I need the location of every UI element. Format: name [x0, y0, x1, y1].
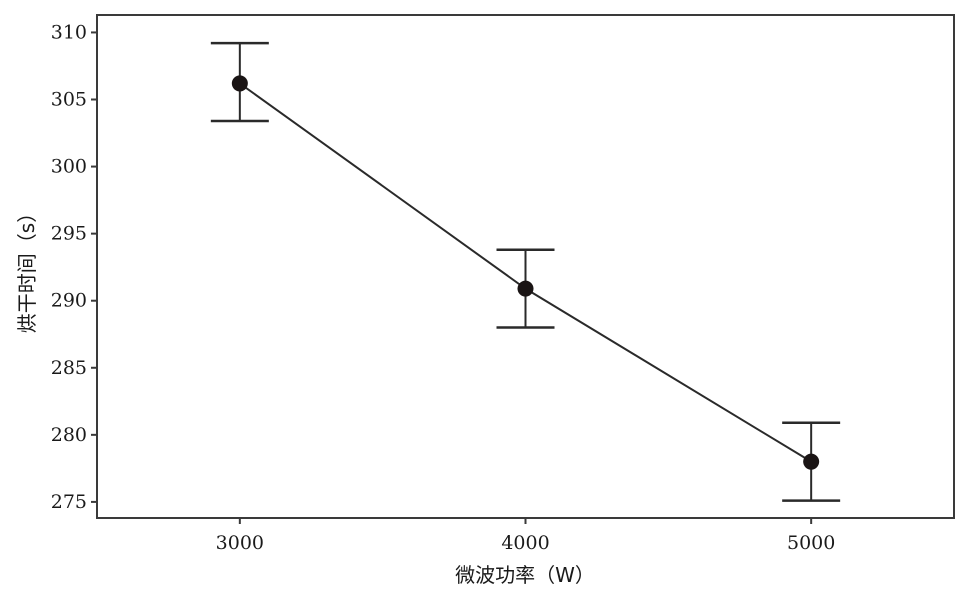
x-axis-title: 微波功率（W）: [455, 563, 595, 587]
x-axis: 3000 4000 5000: [216, 518, 835, 554]
data-point: [517, 280, 534, 297]
x-tick-label: 3000: [216, 532, 264, 554]
y-tick-label: 295: [51, 223, 87, 245]
y-tick-label: 290: [51, 290, 87, 312]
y-tick-label: 300: [51, 156, 87, 178]
data-point: [231, 75, 248, 92]
y-axis: 275 280 285 290 295 300 305 310: [51, 21, 97, 513]
y-tick-label: 275: [51, 491, 87, 513]
y-tick-label: 280: [51, 424, 87, 446]
data-point: [803, 453, 820, 470]
y-tick-label: 310: [51, 21, 87, 43]
y-tick-label: 305: [51, 89, 87, 111]
x-tick-label: 4000: [501, 532, 549, 554]
x-tick-label: 5000: [787, 532, 835, 554]
y-tick-label: 285: [51, 357, 87, 379]
y-axis-title: 烘干时间（s）: [15, 203, 39, 333]
series: [210, 41, 841, 502]
